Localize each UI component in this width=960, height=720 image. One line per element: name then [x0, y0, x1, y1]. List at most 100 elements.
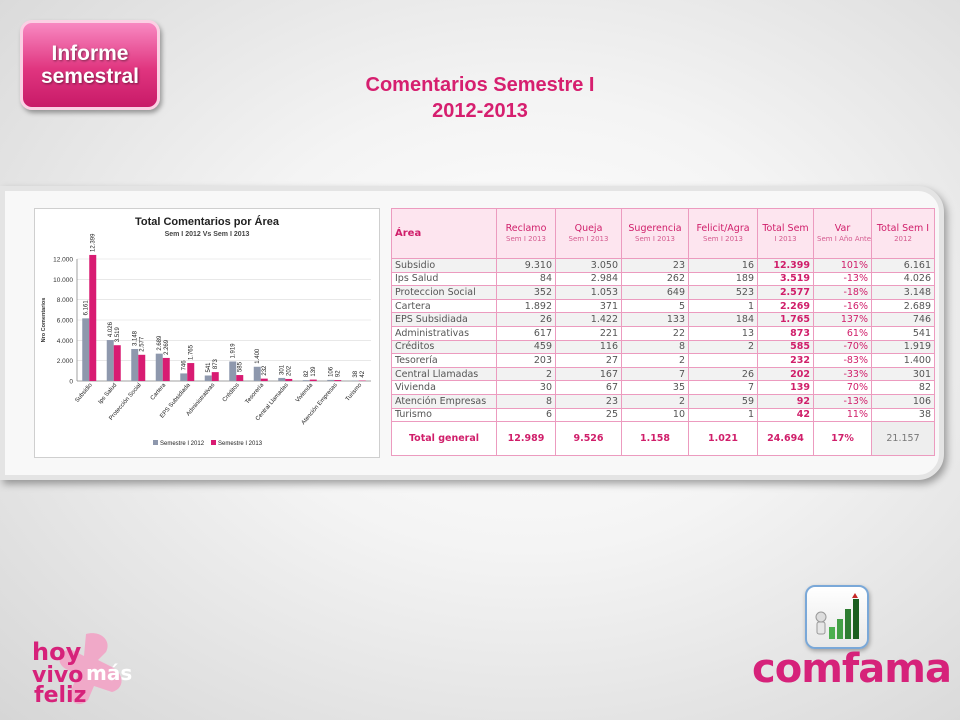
table-header-5: Total Sem I 2013 — [757, 208, 814, 259]
table-total-cell: 21.157 — [871, 421, 935, 457]
bar-2013 — [334, 380, 342, 381]
table-cell: -70% — [813, 339, 872, 355]
table-cell: 5 — [621, 298, 689, 314]
hoy-vivo-mas-feliz-logo: hoy vivo más feliz — [28, 630, 140, 708]
table-cell: 25 — [555, 407, 622, 423]
table-header-label: Total Sem I — [876, 222, 930, 234]
table-cell: 23 — [621, 258, 689, 273]
badge-line2: semestral — [40, 65, 140, 88]
table-cell: 873 — [757, 325, 814, 341]
bar-2012 — [229, 361, 237, 381]
table-cell: -13% — [813, 271, 872, 287]
table-cell: 2 — [688, 339, 758, 355]
x-tick-label: Tesorería — [245, 382, 266, 406]
table-row: Central Llamadas 2 167 7 26 202 -33% 301 — [391, 366, 935, 382]
table-total-cell: 9.526 — [555, 421, 622, 457]
table-cell: 371 — [555, 298, 622, 314]
table-cell: Administrativas — [391, 325, 497, 341]
table-header-4: Felicit/Agra Sem I 2013 — [688, 208, 758, 259]
table-cell: 2 — [621, 393, 689, 409]
table-cell — [688, 353, 758, 368]
table-cell: 133 — [621, 312, 689, 327]
table-cell: 352 — [496, 285, 556, 300]
logo-word-hoy: hoy — [32, 638, 82, 666]
table-cell: 2.984 — [555, 271, 622, 287]
logo-word-feliz: feliz — [34, 683, 86, 708]
table-header-sub: Sem I 2013 — [568, 234, 609, 243]
table-cell: -33% — [813, 366, 872, 382]
legend-swatch — [153, 440, 158, 445]
table-cell: 649 — [621, 285, 689, 300]
table-row: Subsidio 9.310 3.050 23 16 12.399 101% 6.161 — [391, 258, 935, 273]
table-header-sub: 2012 — [894, 234, 912, 243]
x-tick-label: Ips Salud — [98, 382, 119, 405]
table-cell: 13 — [688, 325, 758, 341]
x-tick-label: Subsidio — [74, 382, 94, 404]
table-cell: 26 — [688, 366, 758, 382]
table-cell: 523 — [688, 285, 758, 300]
table-cell: 7 — [688, 380, 758, 395]
table-cell: EPS Subsidiada — [391, 312, 497, 327]
table-cell: 746 — [871, 312, 935, 327]
y-tick-label: 12.000 — [53, 257, 73, 264]
table-cell: 35 — [621, 380, 689, 395]
legend-entry: Semestre I 2012 — [160, 441, 205, 447]
bar-value-label: 42 — [360, 370, 366, 377]
bar-value-label: 2.577 — [140, 336, 146, 352]
table-header-sub: I 2013 — [774, 234, 797, 243]
table-cell: 2 — [496, 366, 556, 382]
table-cell: 27 — [555, 353, 622, 368]
bar-value-label: 2.269 — [164, 339, 170, 355]
x-tick-label: Turismo — [345, 382, 364, 403]
table-total-cell: 1.158 — [621, 421, 689, 457]
bar-value-label: 6.161 — [84, 300, 90, 316]
bar-value-label: 82 — [304, 370, 310, 377]
table-cell: 1 — [688, 407, 758, 423]
logo-word-vivo: vivo — [32, 663, 83, 688]
y-tick-label: 2.000 — [57, 358, 74, 365]
bar-value-label: 202 — [287, 365, 293, 376]
bar-chart: Total Comentarios por Área Sem I 2012 Vs … — [34, 208, 380, 458]
bar-2012 — [204, 375, 212, 381]
table-cell: 8 — [496, 393, 556, 409]
bar-2012 — [327, 379, 335, 381]
table-cell: Tesorería — [391, 353, 497, 368]
badge-line1: Informe — [51, 42, 129, 65]
table-header-label: Felicit/Agra — [696, 222, 750, 234]
table-cell: 4.026 — [871, 271, 935, 287]
y-tick-label: 0 — [69, 379, 73, 386]
table-header-label: Var — [834, 222, 851, 234]
table-header-1: Reclamo Sem I 2013 — [496, 208, 556, 259]
table-body: Subsidio 9.310 3.050 23 16 12.399 101% 6.161 Ips… — [391, 258, 935, 423]
table-cell: 1.892 — [496, 298, 556, 314]
table-cell: 61% — [813, 325, 872, 341]
table-cell: 101% — [813, 258, 872, 273]
bar-2013 — [309, 379, 317, 381]
table-cell: 262 — [621, 271, 689, 287]
x-tick-label: Créditos — [222, 382, 241, 403]
table-cell: 12.399 — [757, 258, 814, 273]
y-axis-label: Nro Comentarios — [41, 298, 47, 343]
legend-entry: Semestre I 2013 — [218, 441, 263, 447]
table-cell: Turismo — [391, 407, 497, 423]
table-total-cell: Total general — [391, 421, 497, 457]
table-cell: 8 — [621, 339, 689, 355]
table-cell: 92 — [757, 393, 814, 409]
table-cell: 26 — [496, 312, 556, 327]
bar-2013 — [211, 372, 219, 381]
table-cell: 3.050 — [555, 258, 622, 273]
table-cell: 203 — [496, 353, 556, 368]
table-row: Ips Salud 84 2.984 262 189 3.519 -13% 4.026 — [391, 271, 935, 287]
table-cell: 221 — [555, 325, 622, 341]
table-total-cell: 24.694 — [757, 421, 814, 457]
bar-value-label: 746 — [182, 360, 188, 371]
comfama-logo: comfama — [752, 646, 952, 692]
bar-2013 — [285, 378, 293, 381]
bar-2013 — [260, 378, 268, 381]
bar-2012 — [302, 380, 310, 381]
table-cell: -83% — [813, 353, 872, 368]
bar-2012 — [131, 348, 139, 381]
table-cell: Subsidio — [391, 258, 497, 273]
table-cell: -13% — [813, 393, 872, 409]
